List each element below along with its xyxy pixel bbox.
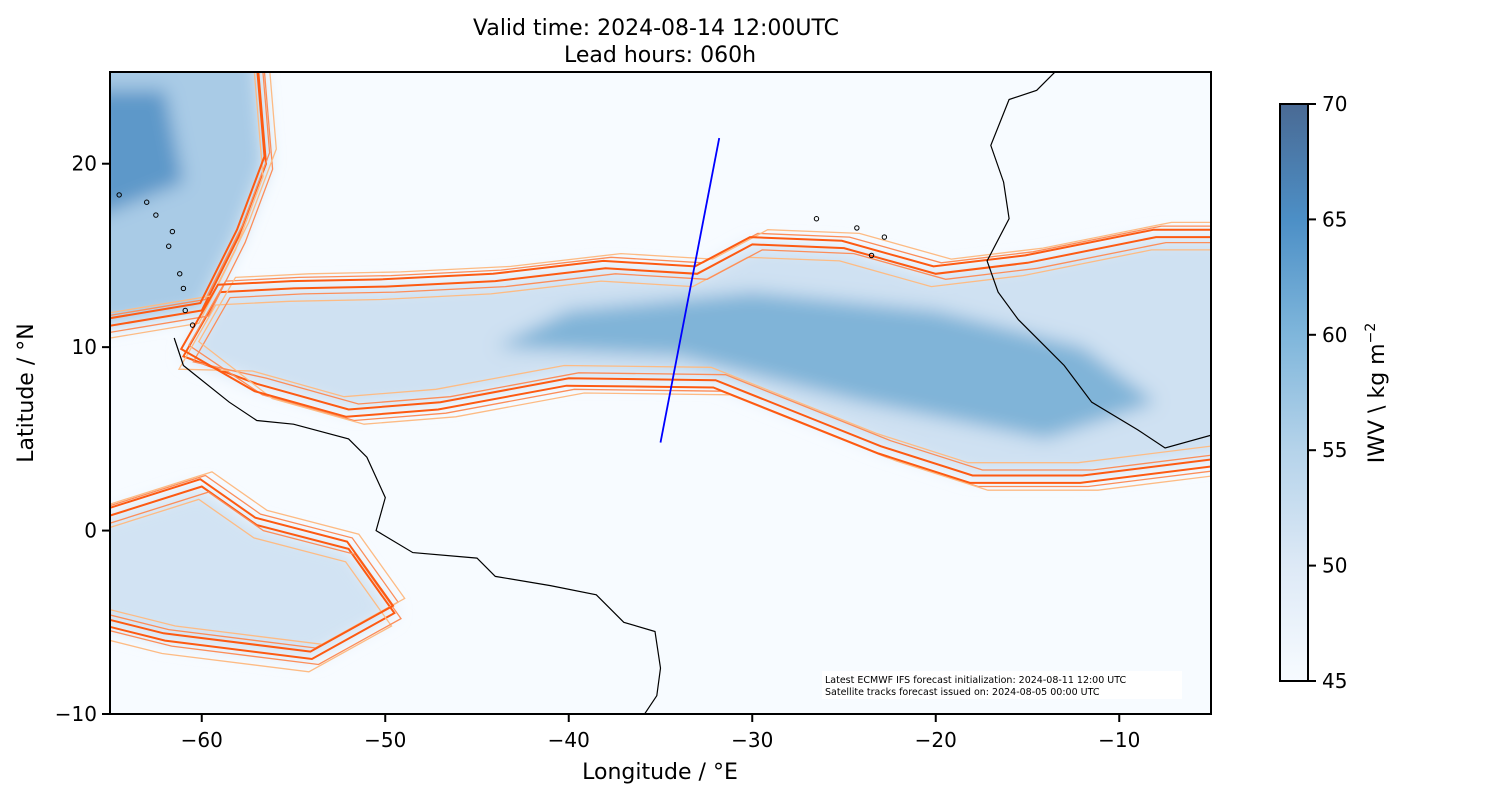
y-tick-label: 0 [84,519,97,543]
colorbar-tick-label: 70 [1322,92,1347,116]
colorbar-tick-label: 50 [1322,554,1347,578]
map-layers [110,72,1211,714]
contour-line [110,491,402,666]
iwv-contours [110,72,1211,673]
island-outline [180,285,187,292]
contour-line [110,72,271,317]
contour-line [110,471,406,645]
x-axis-label: Longitude / °E [582,760,738,785]
contour-line [181,236,1211,477]
contour-line [110,485,396,661]
contour-line [177,249,1211,464]
colorbar-label: IWV \ kg m−2 [1363,323,1390,463]
cape-verde-island [881,234,888,240]
contour-line [110,72,266,320]
island-outline [177,271,183,277]
cape-verde-island [813,216,820,222]
y-tick-label: 20 [72,152,97,176]
title-valid-time: Valid time: 2024-08-14 12:00UTC [473,16,839,41]
x-tick-label: −50 [364,728,406,752]
contour-line [179,228,1211,484]
contour-line [110,72,268,327]
title-lead-hours: Lead hours: 060h [564,43,756,68]
island-outline [116,192,122,198]
colorbar-tick-label: 65 [1322,207,1347,231]
contour-line [188,225,1211,488]
contour-line [110,72,274,334]
annotation-tracks: Satellite tracks forecast issued on: 202… [825,687,1100,698]
y-axis-label: Latitude / °N [14,323,39,462]
x-tick-label: −40 [548,728,590,752]
coastlines [116,72,1211,714]
colorbar-tick-label: 60 [1322,323,1347,347]
contour-line [192,241,1211,471]
x-axis: −60 −50 −40 −30 −20 −10 [181,714,1140,752]
map-frame [109,71,1212,715]
colorbar-tick-label: 55 [1322,438,1347,462]
island-outline [169,228,176,235]
island-outline [182,307,188,314]
x-tick-label: −60 [181,728,223,752]
x-tick-label: −10 [1098,728,1140,752]
island-outline [189,322,196,328]
island-outline [144,199,150,205]
y-tick-label: −10 [55,702,97,726]
iwv-northwest-core [110,90,184,212]
iwv-southwest [110,486,395,659]
iwv-core [495,292,1156,439]
x-tick-label: −20 [915,728,957,752]
x-tick-label: −30 [731,728,773,752]
island-outline [153,212,159,218]
colorbar-tick-label: 45 [1322,669,1347,693]
contour-line [110,72,277,314]
coastline-africa [986,72,1211,449]
cape-verde-island [868,252,875,259]
contour-line [110,498,393,673]
colorbar: 45 50 55 60 65 70 IWV \ kg m−2 [1279,92,1390,693]
annotation-box: Latest ECMWF IFS forecast initialization… [822,671,1182,699]
annotation-init: Latest ECMWF IFS forecast initialization… [825,675,1126,686]
island-outline [166,243,172,249]
satellite-track-line [659,137,721,443]
contour-line [197,221,1211,491]
y-tick-label: 10 [72,335,97,359]
coastline-south-america [173,337,662,714]
contour-line [110,478,395,653]
y-axis: −10 0 10 20 [55,152,110,726]
cape-verde-island [854,225,860,231]
